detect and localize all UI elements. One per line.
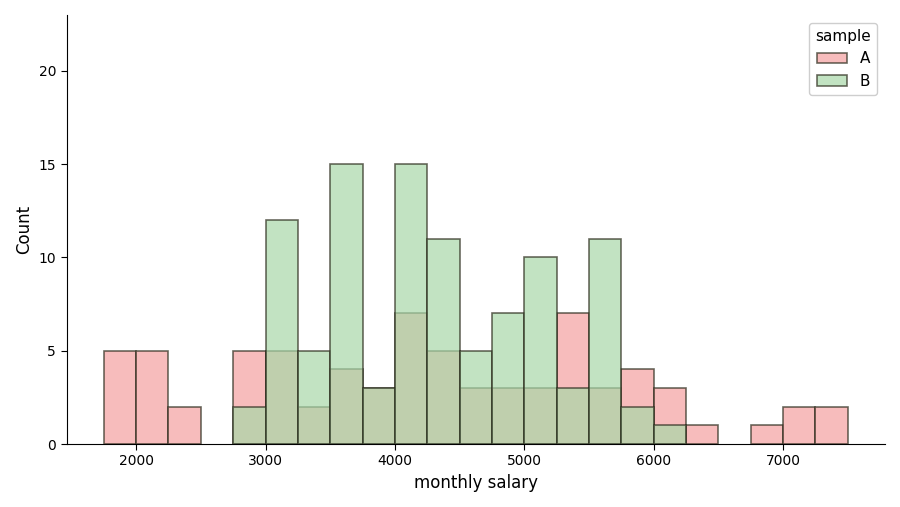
Bar bbox=[557, 388, 589, 444]
Bar bbox=[783, 407, 815, 444]
Bar bbox=[686, 425, 718, 444]
Bar bbox=[104, 351, 136, 444]
Bar bbox=[492, 388, 525, 444]
Bar bbox=[298, 407, 330, 444]
Bar bbox=[589, 239, 621, 444]
Bar bbox=[363, 388, 395, 444]
Bar bbox=[428, 351, 460, 444]
Legend: A, B: A, B bbox=[809, 23, 878, 95]
Bar bbox=[621, 370, 653, 444]
Bar bbox=[492, 313, 525, 444]
Bar bbox=[395, 313, 428, 444]
Bar bbox=[233, 407, 266, 444]
Bar bbox=[168, 407, 201, 444]
Bar bbox=[428, 239, 460, 444]
Bar bbox=[525, 388, 557, 444]
Bar bbox=[266, 351, 298, 444]
Bar bbox=[136, 351, 168, 444]
Bar bbox=[460, 388, 492, 444]
Bar bbox=[815, 407, 848, 444]
Bar bbox=[621, 407, 653, 444]
Bar bbox=[395, 164, 428, 444]
Bar bbox=[330, 164, 363, 444]
Bar bbox=[330, 370, 363, 444]
Bar bbox=[557, 313, 589, 444]
Bar bbox=[363, 388, 395, 444]
Bar bbox=[653, 388, 686, 444]
Bar bbox=[460, 351, 492, 444]
X-axis label: monthly salary: monthly salary bbox=[414, 474, 538, 492]
Bar bbox=[266, 220, 298, 444]
Bar bbox=[653, 425, 686, 444]
Bar bbox=[751, 425, 783, 444]
Y-axis label: Count: Count bbox=[15, 205, 33, 254]
Bar bbox=[233, 351, 266, 444]
Bar bbox=[298, 351, 330, 444]
Bar bbox=[525, 258, 557, 444]
Bar bbox=[589, 388, 621, 444]
